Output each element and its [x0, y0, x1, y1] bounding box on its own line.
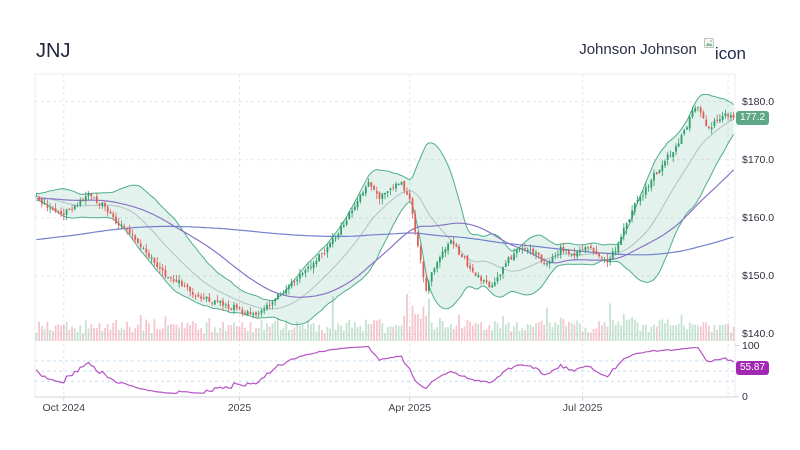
date-axis-label: Jul 2025	[562, 402, 603, 414]
company-header: Johnson Johnson icon	[579, 38, 746, 64]
last-price-badge: 177.2	[736, 111, 770, 125]
logo-alt-text: icon	[714, 44, 746, 63]
date-axis-label: Apr 2025	[388, 402, 432, 414]
price-axis-label: $140.0	[742, 328, 775, 341]
price-axis-label: $150.0	[742, 270, 775, 283]
rsi-axis-label: 100	[742, 339, 760, 352]
broken-image-icon	[703, 38, 714, 48]
price-axis-label: $170.0	[742, 153, 775, 166]
price-axis-label: $180.0	[742, 95, 775, 108]
rsi-value-badge: 55.87	[736, 361, 770, 375]
symbol-title: JNJ	[36, 40, 71, 62]
company-logo: icon	[703, 38, 746, 64]
company-name: Johnson Johnson	[579, 41, 697, 58]
price-axis-label: $160.0	[742, 211, 775, 224]
rsi-axis-label: 0	[742, 390, 748, 403]
date-axis-label: 2025	[227, 402, 252, 414]
date-axis-label: Oct 2024	[42, 402, 86, 414]
